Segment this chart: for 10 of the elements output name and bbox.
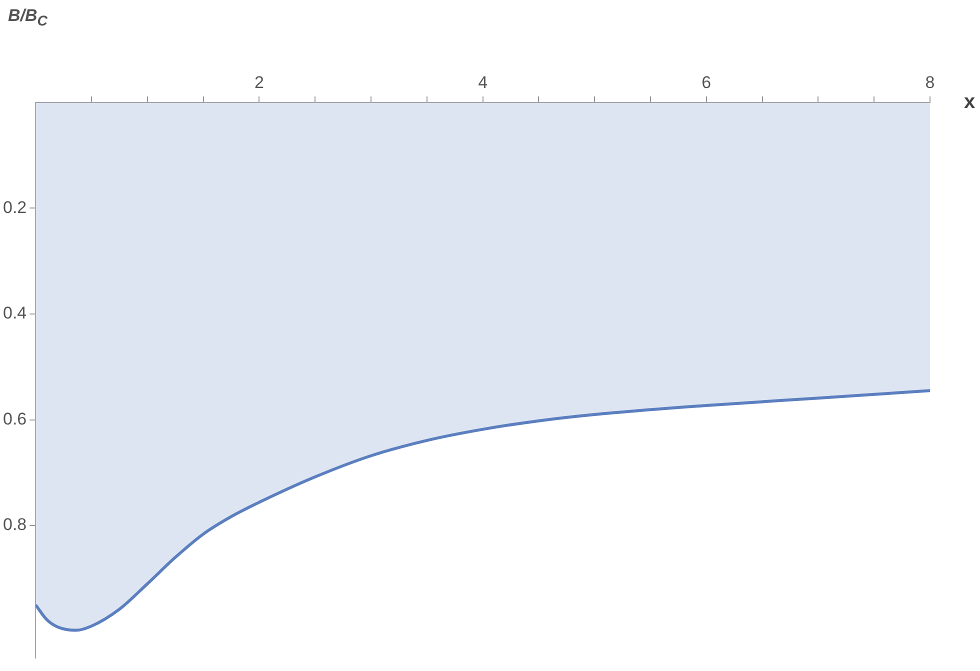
x-tick-label: 8 <box>925 72 935 92</box>
x-tick-label: 6 <box>702 72 712 92</box>
x-axis-title: x <box>964 90 976 113</box>
y-tick-label: 0.2 <box>2 198 27 217</box>
x-tick-label: 4 <box>478 72 488 92</box>
y-axis-title: B/B$_{C}$ <box>8 6 48 30</box>
y-tick-label: 0.4 <box>2 304 27 323</box>
x-tick-label: 2 <box>254 72 264 92</box>
y-tick-label: 0.8 <box>2 515 27 534</box>
y-tick-label: 0.6 <box>2 409 27 428</box>
